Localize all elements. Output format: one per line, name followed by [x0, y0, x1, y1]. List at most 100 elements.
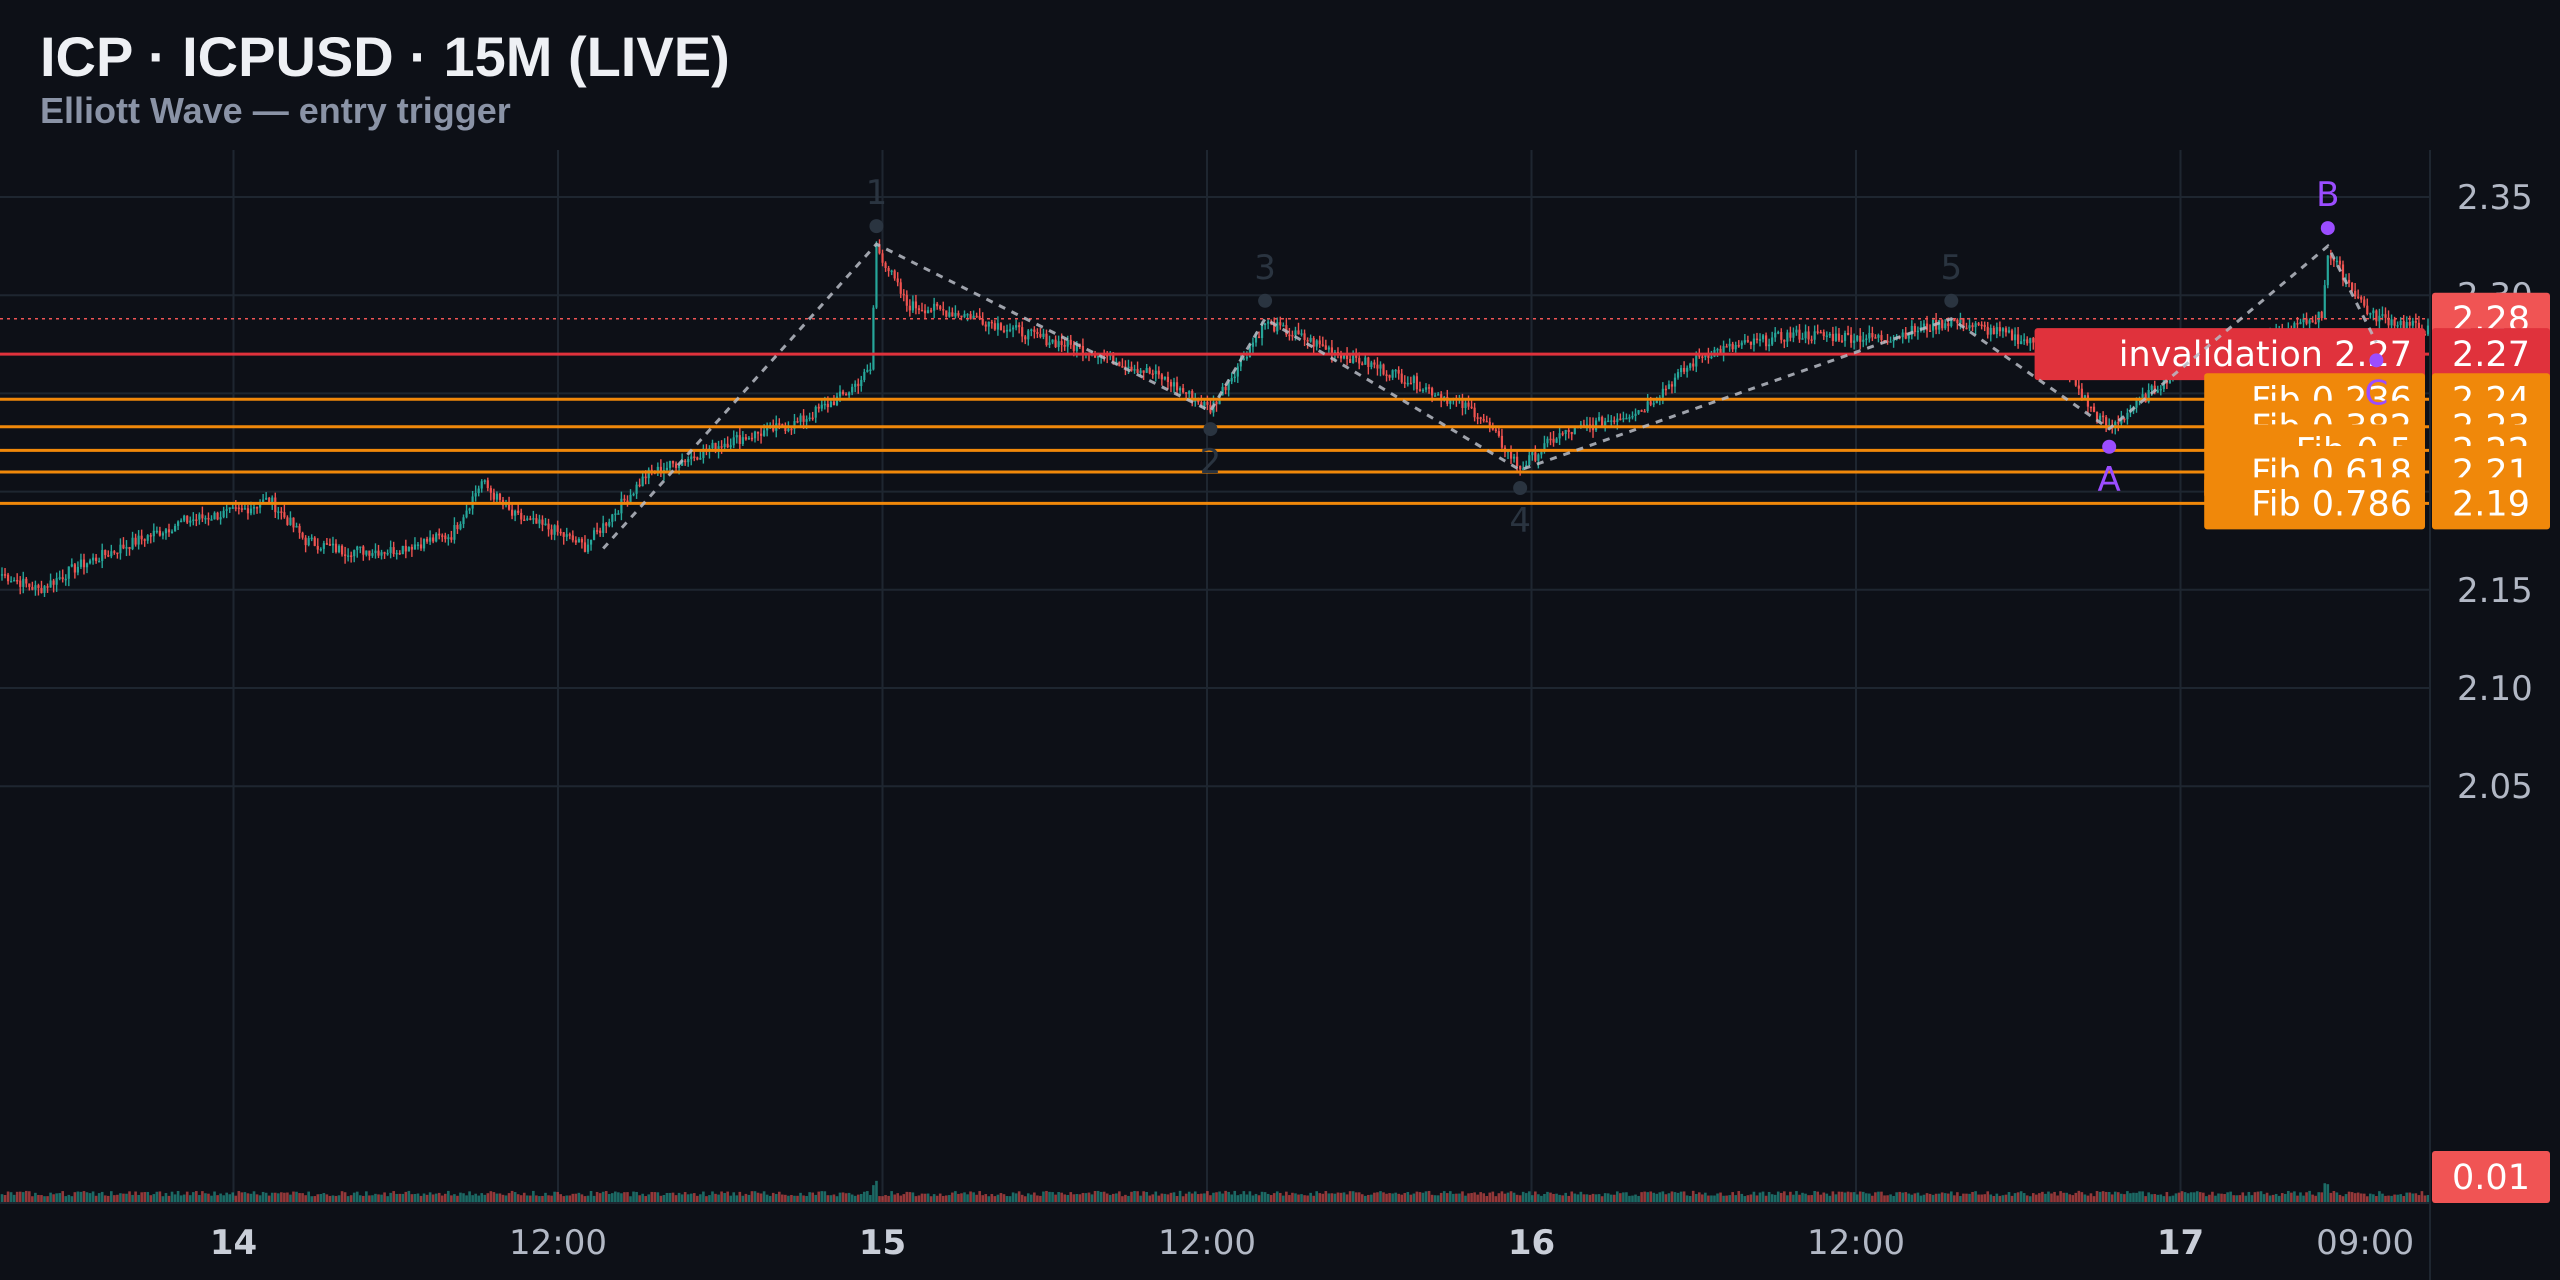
volume-bar: [1965, 1193, 1968, 1203]
candle-body: [198, 514, 201, 520]
volume-bar: [106, 1195, 110, 1203]
volume-bar: [1327, 1193, 1331, 1203]
volume-bar: [94, 1195, 98, 1203]
volume-bar: [787, 1195, 790, 1203]
candle-body: [2408, 321, 2411, 326]
volume-bar: [1716, 1193, 1719, 1203]
volume-bar: [1090, 1194, 1094, 1203]
volume-bar: [2344, 1194, 2348, 1203]
volume-bar: [2405, 1192, 2409, 1203]
candle-body: [2405, 321, 2408, 329]
volume-bar: [179, 1195, 183, 1203]
volume-bar: [2177, 1192, 2181, 1203]
volume-bar: [614, 1191, 617, 1203]
candle-body: [2411, 321, 2414, 326]
candle-body: [920, 309, 924, 312]
candle-body: [25, 578, 28, 584]
volume-bar: [926, 1193, 930, 1203]
volume-bar: [2004, 1194, 2008, 1203]
volume-bar: [1467, 1193, 1470, 1203]
candle-body: [37, 585, 40, 588]
volume-bar: [832, 1194, 836, 1203]
candle-body: [1676, 372, 1680, 378]
volume-bar: [2019, 1191, 2023, 1203]
candle-body: [486, 480, 489, 489]
candle-body: [1683, 368, 1686, 372]
volume-bar: [1197, 1194, 1200, 1203]
candle-body: [2010, 330, 2014, 341]
candle-body: [2387, 317, 2390, 326]
candle-body: [441, 535, 444, 537]
candle-body: [34, 585, 37, 590]
candle-body: [356, 546, 359, 551]
candle-body: [1427, 387, 1431, 389]
volume-bar: [2326, 1184, 2330, 1203]
volume-bar: [516, 1194, 520, 1203]
candle-body: [1054, 339, 1057, 347]
volume-bar: [343, 1192, 347, 1203]
candle-body: [556, 525, 559, 532]
volume-bar: [82, 1191, 86, 1203]
volume-bar: [355, 1191, 359, 1203]
candle-body: [1093, 353, 1097, 358]
volume-bar: [2353, 1193, 2357, 1203]
candle-body: [310, 537, 313, 540]
volume-bar: [1436, 1195, 1440, 1203]
volume-bar: [2180, 1191, 2184, 1203]
volume-bar: [73, 1192, 77, 1203]
volume-bar: [1127, 1195, 1130, 1203]
volume-bar: [1913, 1193, 1917, 1203]
candle-body: [1403, 382, 1406, 384]
candle-body: [796, 421, 799, 423]
volume-bar: [1761, 1191, 1765, 1203]
candle-body: [1962, 318, 1965, 328]
volume-bar: [2277, 1195, 2281, 1203]
candle-body: [1798, 329, 1801, 340]
candle-body: [1327, 347, 1330, 350]
volume-bar: [2074, 1192, 2078, 1203]
volume-bar: [91, 1191, 95, 1203]
volume-bar: [1160, 1193, 1164, 1203]
candle-body: [1880, 335, 1883, 341]
candle-body: [665, 467, 669, 471]
candle-body: [1901, 332, 1904, 338]
candle-body: [104, 550, 107, 556]
candle-body: [107, 555, 110, 557]
volume-bar: [2311, 1194, 2314, 1203]
volume-bar: [313, 1196, 317, 1203]
volume-bar: [362, 1195, 365, 1203]
volume-bar: [386, 1196, 389, 1203]
volume-bar: [2296, 1195, 2299, 1203]
candle-body: [1938, 320, 1941, 330]
candle-body: [1033, 329, 1036, 333]
volume-bar: [1561, 1195, 1564, 1203]
volume-bar: [1728, 1195, 1731, 1203]
volume-bar: [2378, 1191, 2381, 1203]
candle-body: [380, 552, 383, 556]
candle-body: [64, 578, 67, 581]
volume-bar: [2153, 1194, 2157, 1203]
candle-body: [1783, 339, 1786, 342]
candle-body: [2320, 311, 2323, 319]
candle-body: [1758, 339, 1762, 341]
volume-bar: [2138, 1191, 2141, 1203]
volume-bar: [635, 1191, 638, 1203]
volume-bar: [726, 1191, 729, 1203]
volume-bar: [571, 1193, 575, 1203]
volume-bar: [368, 1195, 371, 1203]
volume-bar: [1330, 1193, 1334, 1203]
candle-body: [963, 314, 966, 317]
volume-bar: [1953, 1195, 1956, 1203]
volume-bar: [732, 1192, 736, 1203]
candle-body: [2120, 418, 2123, 424]
volume-bar: [2256, 1191, 2260, 1203]
volume-bar: [1731, 1192, 1734, 1203]
volume-bar: [2198, 1192, 2202, 1203]
volume-bar: [2110, 1194, 2114, 1203]
candle-body: [1018, 325, 1021, 328]
candle-body: [1434, 395, 1437, 397]
volume-bar: [1014, 1193, 1018, 1203]
volume-bar: [1476, 1194, 1479, 1203]
volume-bar: [1048, 1191, 1051, 1203]
